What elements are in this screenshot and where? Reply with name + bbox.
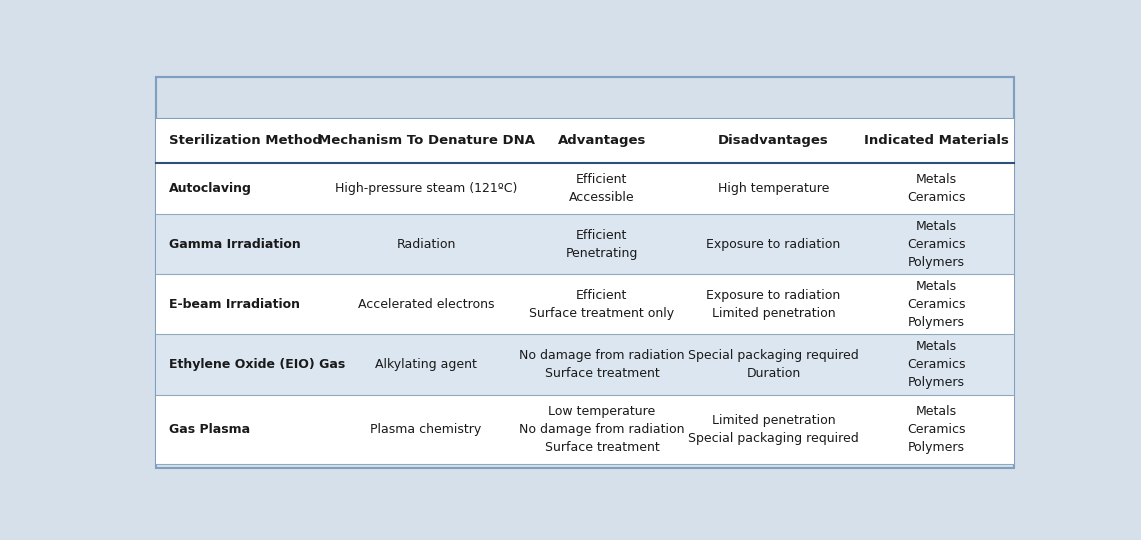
Text: Metals
Ceramics: Metals Ceramics xyxy=(907,173,965,204)
Text: Gas Plasma: Gas Plasma xyxy=(169,423,250,436)
Text: High temperature: High temperature xyxy=(718,181,830,195)
Text: Metals
Ceramics
Polymers: Metals Ceramics Polymers xyxy=(907,340,965,389)
Text: Metals
Ceramics
Polymers: Metals Ceramics Polymers xyxy=(907,405,965,454)
Text: Alkylating agent: Alkylating agent xyxy=(375,358,477,371)
Text: High-pressure steam (121ºC): High-pressure steam (121ºC) xyxy=(335,181,517,195)
Text: Exposure to radiation: Exposure to radiation xyxy=(706,238,841,251)
Bar xyxy=(156,274,1013,334)
Text: Limited penetration
Special packaging required: Limited penetration Special packaging re… xyxy=(688,414,859,445)
Text: Disadvantages: Disadvantages xyxy=(718,134,828,147)
Text: Plasma chemistry: Plasma chemistry xyxy=(371,423,482,436)
Text: No damage from radiation
Surface treatment: No damage from radiation Surface treatme… xyxy=(519,349,685,380)
Text: Autoclaving: Autoclaving xyxy=(169,181,252,195)
Text: Sterilization Method: Sterilization Method xyxy=(169,134,322,147)
Text: Special packaging required
Duration: Special packaging required Duration xyxy=(688,349,859,380)
Text: Radiation: Radiation xyxy=(396,238,455,251)
Bar xyxy=(156,119,1013,163)
Text: E-beam Irradiation: E-beam Irradiation xyxy=(169,298,300,311)
Text: Ethylene Oxide (EIO) Gas: Ethylene Oxide (EIO) Gas xyxy=(169,358,345,371)
Text: Gamma Irradiation: Gamma Irradiation xyxy=(169,238,300,251)
Text: Mechanism To Denature DNA: Mechanism To Denature DNA xyxy=(317,134,535,147)
Text: Efficient
Penetrating: Efficient Penetrating xyxy=(566,228,638,260)
Text: Metals
Ceramics
Polymers: Metals Ceramics Polymers xyxy=(907,220,965,268)
Text: Indicated Materials: Indicated Materials xyxy=(864,134,1009,147)
Bar xyxy=(156,163,1013,214)
Text: Exposure to radiation
Limited penetration: Exposure to radiation Limited penetratio… xyxy=(706,289,841,320)
Bar xyxy=(156,214,1013,274)
Text: Accelerated electrons: Accelerated electrons xyxy=(358,298,494,311)
Bar xyxy=(156,395,1013,464)
Bar xyxy=(156,77,1013,119)
Text: Efficient
Accessible: Efficient Accessible xyxy=(569,173,634,204)
Text: Metals
Ceramics
Polymers: Metals Ceramics Polymers xyxy=(907,280,965,329)
Text: Advantages: Advantages xyxy=(558,134,646,147)
Text: Low temperature
No damage from radiation
Surface treatment: Low temperature No damage from radiation… xyxy=(519,405,685,454)
Text: Efficient
Surface treatment only: Efficient Surface treatment only xyxy=(529,289,674,320)
Bar xyxy=(156,334,1013,395)
